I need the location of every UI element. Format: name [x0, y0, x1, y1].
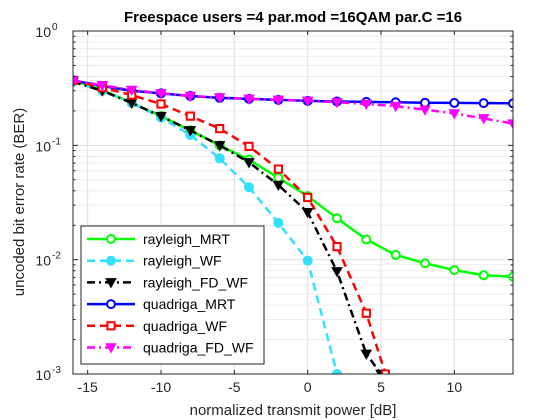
series-line	[73, 79, 387, 374]
data-point	[389, 101, 402, 113]
legend-item: quadriga_MRT	[87, 296, 236, 312]
y-tick-exponent: -2	[52, 251, 61, 262]
data-point	[213, 141, 226, 152]
data-point	[272, 180, 285, 192]
y-tick-label: 10	[35, 367, 51, 383]
series-line	[73, 80, 339, 374]
plot-frame	[72, 30, 514, 375]
x-tick-label: -5	[228, 379, 241, 395]
y-tick-exponent: -1	[52, 136, 61, 147]
data-point	[360, 99, 373, 111]
data-point	[105, 278, 117, 289]
data-point	[478, 98, 489, 109]
series-line	[73, 80, 383, 374]
legend-item: rayleigh_WF	[87, 253, 222, 269]
series-quadriga-fd-wf	[73, 76, 513, 130]
data-point	[448, 109, 461, 120]
data-point	[477, 114, 490, 125]
data-point	[301, 207, 314, 219]
data-point	[155, 111, 167, 123]
legend-item: quadriga_FD_WF	[87, 340, 254, 356]
data-point	[215, 124, 225, 134]
data-point	[106, 321, 116, 331]
data-point	[360, 349, 373, 360]
data-point	[478, 270, 489, 281]
y-tick-base: 10	[35, 253, 51, 269]
data-point	[155, 89, 167, 100]
data-point	[243, 158, 255, 169]
data-point	[106, 299, 116, 310]
data-point	[125, 85, 138, 96]
data-point	[73, 76, 79, 87]
data-point	[449, 265, 460, 276]
y-tick-exponent: 0	[52, 22, 58, 33]
data-point	[272, 95, 285, 106]
data-point	[420, 258, 430, 269]
x-tick-label: -10	[151, 379, 171, 395]
grid	[73, 30, 513, 375]
legend-item: rayleigh_MRT	[87, 231, 230, 247]
data-point	[243, 94, 255, 105]
data-point	[332, 213, 342, 224]
data-point	[96, 81, 109, 92]
data-point	[273, 217, 284, 228]
x-tick-label: -15	[78, 379, 98, 395]
chart-title: Freespace users =4 par.mod =16QAM par.C …	[124, 9, 462, 26]
x-tick-label: 5	[377, 379, 385, 395]
y-tick-label: 10	[35, 253, 51, 269]
data-point	[184, 91, 197, 103]
legend-label: quadriga_WF	[143, 318, 227, 334]
data-point	[106, 255, 116, 266]
y-axis-label: uncoded bit error rate (BER)	[11, 108, 28, 296]
data-point	[508, 271, 513, 282]
data-point	[105, 343, 117, 354]
data-point	[390, 249, 401, 260]
data-point	[273, 172, 284, 183]
data-point	[244, 182, 254, 193]
data-point	[213, 93, 226, 104]
data-point	[332, 369, 342, 374]
data-point	[449, 97, 460, 108]
data-point	[361, 308, 371, 318]
y-tick-exponent: -3	[52, 365, 61, 376]
data-point	[331, 98, 343, 109]
legend: rayleigh_MRT rayleigh_WF rayleigh_FD_WFqua…	[80, 225, 265, 365]
legend-label: quadriga_MRT	[143, 296, 236, 312]
data-point	[184, 126, 197, 137]
legend-label: rayleigh_WF	[143, 253, 222, 269]
x-tick-label: 0	[304, 379, 312, 395]
y-tick-label: 10	[35, 138, 51, 154]
data-point	[507, 119, 513, 130]
data-point	[332, 242, 342, 252]
legend-item: quadriga_WF	[87, 318, 227, 334]
y-tick-base: 10	[35, 138, 51, 154]
x-tick-label: 10	[447, 379, 463, 395]
data-point	[273, 164, 283, 174]
data-point	[302, 255, 313, 266]
data-point	[244, 141, 254, 151]
series-line	[73, 79, 513, 125]
data-point	[214, 153, 225, 164]
data-point	[361, 234, 372, 245]
legend-label: rayleigh_FD_WF	[143, 274, 248, 290]
data-point	[303, 192, 313, 203]
data-point	[185, 111, 195, 121]
data-point	[508, 98, 513, 109]
y-tick-base: 10	[35, 367, 51, 383]
legend-box	[80, 225, 265, 365]
data-point	[106, 234, 116, 244]
data-point	[156, 99, 166, 109]
legend-item: rayleigh_FD_WF	[87, 274, 248, 290]
legend-label: rayleigh_MRT	[143, 231, 230, 247]
legend-label: quadriga_FD_WF	[143, 340, 254, 356]
y-tick-label: 10	[35, 24, 51, 40]
data-point	[419, 105, 431, 116]
data-point	[301, 96, 314, 107]
x-axis-label: normalized transmit power [dB]	[190, 402, 397, 419]
y-tick-base: 10	[35, 24, 51, 40]
data-point	[331, 267, 343, 278]
series-layer	[73, 75, 513, 374]
